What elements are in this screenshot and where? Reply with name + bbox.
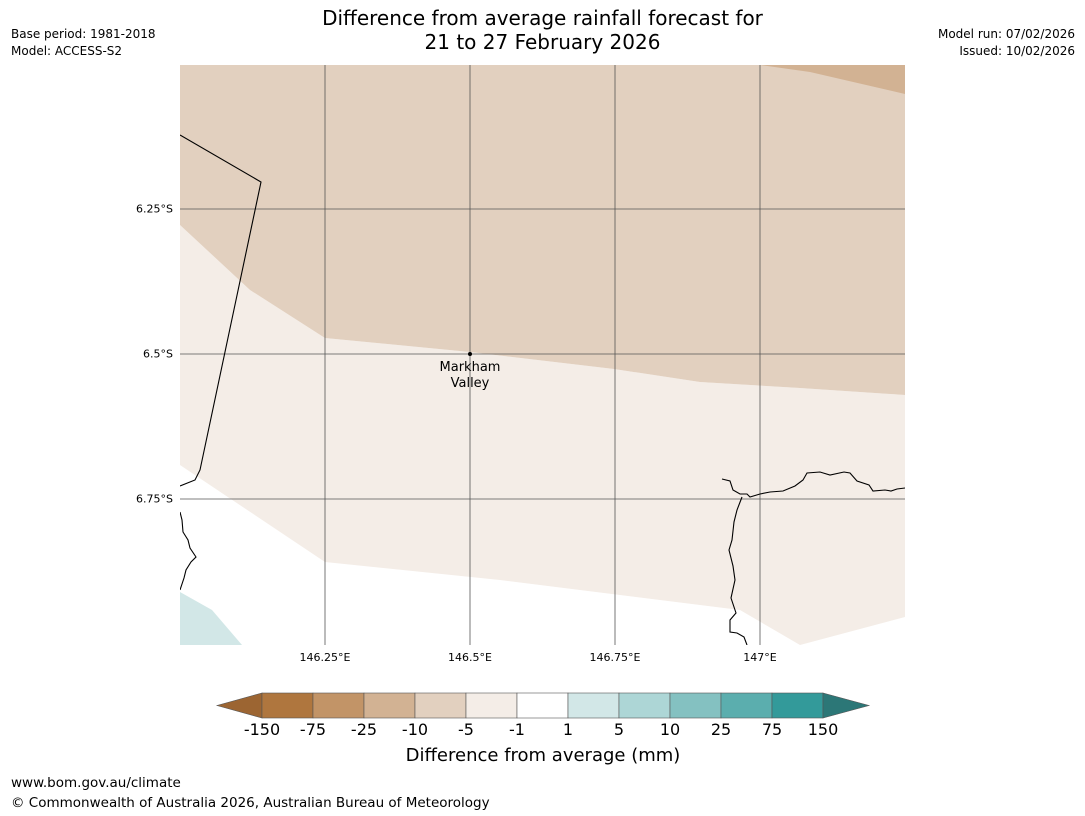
place-label: Markham Valley: [440, 360, 501, 392]
colorbar-tick-label: -5: [458, 720, 474, 739]
coastline-west: [180, 511, 197, 591]
colorbar-swatch: [720, 692, 773, 719]
colorbar-extend-low: [215, 692, 263, 719]
colorbar-tick-label: -75: [299, 720, 327, 739]
issued-text: Issued: 10/02/2026: [959, 44, 1075, 58]
lon-tick-label: 146.5°E: [448, 651, 492, 664]
colorbar-swatch: [312, 692, 365, 719]
lat-tick-label: 6.5°S: [143, 347, 173, 361]
metadata-left: Base period: 1981-2018 Model: ACCESS-S2: [11, 26, 156, 60]
colorbar-swatch: [567, 692, 620, 719]
map-title: Difference from average rainfall forecas…: [0, 6, 1085, 54]
place-marker: [468, 352, 472, 356]
colorbar-tick-label: 150: [807, 720, 839, 739]
colorbar-title: Difference from average (mm): [405, 745, 681, 766]
coastline-river: [728, 496, 748, 645]
colorbar-extend-high: [822, 692, 871, 719]
model-run-text: Model run: 07/02/2026: [937, 27, 1075, 41]
footer-copyright: © Commonwealth of Australia 2026, Austra…: [11, 795, 490, 811]
region-drier-1-5: [180, 225, 905, 645]
colorbar-tick-label: 10: [659, 720, 681, 739]
coastline-east: [721, 471, 905, 498]
metadata-right: Model run: 07/02/2026 Issued: 10/02/2026: [938, 26, 1075, 60]
base-period-text: Base period: 1981-2018: [11, 27, 156, 41]
colorbar-tick-label: -10: [401, 720, 429, 739]
coastlines: [180, 134, 905, 645]
lon-tick-label: 147°E: [743, 651, 777, 664]
place-label-line-1: Markham: [439, 360, 501, 375]
title-line-1: Difference from average rainfall forecas…: [322, 6, 763, 30]
colorbar-swatch: [465, 692, 518, 719]
colorbar-swatch: [618, 692, 671, 719]
lat-tick-label: 6.25°S: [136, 202, 173, 216]
map-panel: [180, 65, 905, 645]
region-drier-5-10: [180, 65, 905, 395]
colorbar-tick-label: 1: [562, 720, 574, 739]
title-line-2: 21 to 27 February 2026: [424, 30, 661, 54]
colorbar-swatch: [516, 692, 569, 719]
footer-url[interactable]: www.bom.gov.au/climate: [11, 775, 181, 791]
lon-tick-label: 146.75°E: [589, 651, 641, 664]
place-label-line-2: Valley: [450, 376, 490, 391]
lon-tick-label: 146.25°E: [299, 651, 351, 664]
region-wetter-1-5: [180, 592, 242, 645]
colorbar-swatch: [261, 692, 314, 719]
model-text: Model: ACCESS-S2: [11, 44, 123, 58]
colorbar-tick-label: 25: [710, 720, 732, 739]
colorbar-swatch: [771, 692, 824, 719]
colorbar-tick-label: -25: [350, 720, 378, 739]
lat-tick-label: 6.75°S: [136, 492, 173, 506]
colorbar-tick-label: -150: [243, 720, 281, 739]
colorbar-tick-label: 75: [761, 720, 783, 739]
border-line: [180, 134, 262, 487]
colorbar-swatch: [414, 692, 467, 719]
colorbar-swatch: [363, 692, 416, 719]
colorbar-swatch: [669, 692, 722, 719]
region-drier-10-25: [760, 65, 905, 94]
colorbar-tick-label: -1: [509, 720, 525, 739]
colorbar-tick-label: 5: [613, 720, 625, 739]
